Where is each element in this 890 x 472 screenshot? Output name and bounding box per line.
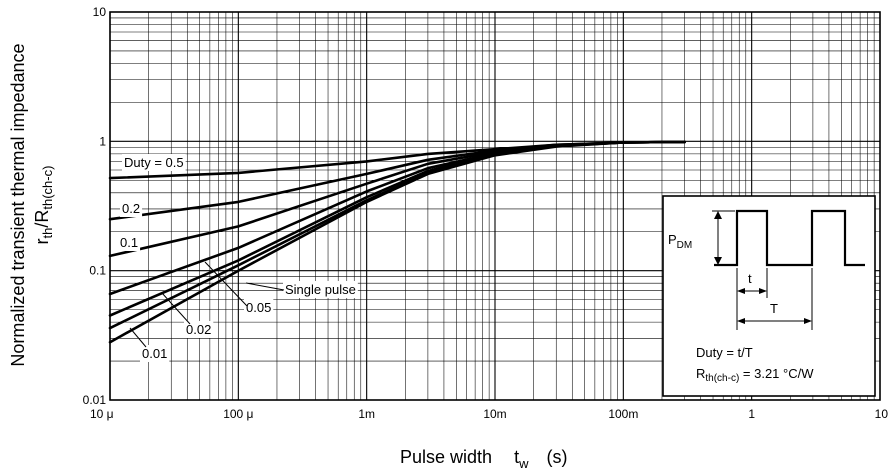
series-label: 0.02 <box>186 322 211 337</box>
series-line <box>108 140 686 344</box>
t-label: t <box>748 271 752 286</box>
series-label: 0.2 <box>122 201 140 216</box>
x-tick-label: 100 μ <box>223 407 253 421</box>
T-label: T <box>770 301 778 316</box>
series-label-bg <box>244 299 274 316</box>
series-label-bg <box>122 154 186 171</box>
series-label: Single pulse <box>285 282 356 297</box>
x-tick-label: 100m <box>608 407 638 421</box>
series-label: 0.1 <box>120 235 138 250</box>
series-label-bg <box>184 321 214 338</box>
y-tick-label: 0.01 <box>83 393 107 407</box>
series-label-bg <box>118 234 141 251</box>
series-label: 0.01 <box>142 346 167 361</box>
x-tick-label: 10 μ <box>90 407 114 421</box>
series-label-bg <box>283 281 358 298</box>
x-tick-label: 10 <box>875 407 889 421</box>
y-axis-title-line2: rth/Rth(ch-c) <box>32 166 55 245</box>
leader-line <box>204 261 248 307</box>
series-label: 0.05 <box>246 300 271 315</box>
series-label-group: 0.01 <box>140 345 170 362</box>
series-group <box>108 140 686 344</box>
plot-frame <box>109 11 881 401</box>
leader-line <box>129 327 147 348</box>
rth-sub: th(ch-c) <box>705 373 739 384</box>
tick-labels: 10 μ 100 μ 1m 10m 100m 1 10 0.01 0.1 1 10 <box>83 5 889 421</box>
t-dimension-arrows <box>737 288 767 294</box>
series-labels: Duty = 0.5 0.2 0.1 0.05 0.02 0.01 Single pulse <box>118 154 358 362</box>
series-label: Duty = 0.5 <box>124 155 184 170</box>
series-label-group: 0.05 <box>244 299 274 316</box>
x-tick-label: 1 <box>748 407 755 421</box>
y-tick-label: 10 <box>93 5 107 19</box>
series-line <box>108 140 686 258</box>
pulse-waveform <box>714 209 865 267</box>
y-tick-label: 1 <box>99 134 106 148</box>
leader-line <box>245 282 285 291</box>
x-tick-label: 10m <box>483 407 506 421</box>
series-label-bg <box>120 200 143 217</box>
y-axis-title-line1: Normalized transient thermal impedance <box>8 43 28 366</box>
series-label-group: 0.2 <box>120 200 143 217</box>
y-tick-label: 0.1 <box>89 264 106 278</box>
series-label-group: Single pulse <box>283 281 358 298</box>
pdm-sub: DM <box>677 240 693 251</box>
series-label-group: 0.1 <box>118 234 141 251</box>
duty-formula: Duty = t/T <box>696 345 753 360</box>
T-dimension-arrows <box>737 318 812 324</box>
leader-line <box>161 292 191 325</box>
inset-box <box>662 195 876 397</box>
series-label-group: Duty = 0.5 <box>122 154 186 171</box>
x-tick-label: 1m <box>358 407 375 421</box>
x-axis-title: Pulse width tw (s) <box>400 447 567 471</box>
rth-number: = 3.21 °C/W <box>739 366 814 381</box>
series-label-bg <box>140 345 170 362</box>
series-label-group: 0.02 <box>184 321 214 338</box>
